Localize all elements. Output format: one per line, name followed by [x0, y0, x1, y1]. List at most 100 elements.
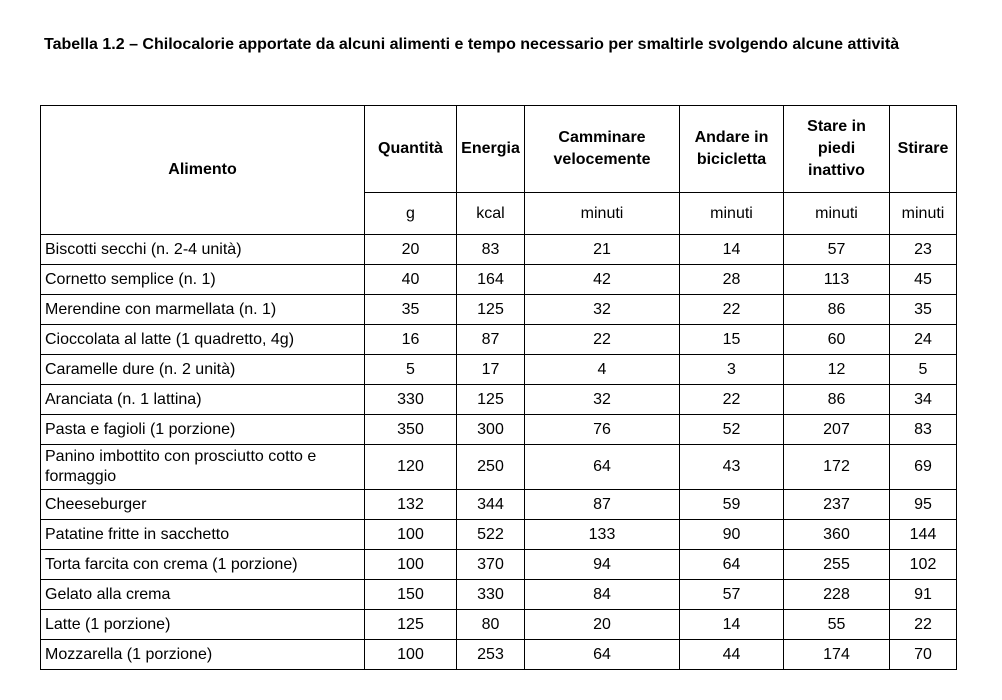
food-name-cell: Patatine fritte in sacchetto — [40, 519, 365, 550]
value-cell: 300 — [456, 414, 525, 445]
value-cell: 15 — [679, 324, 784, 355]
value-cell: 250 — [456, 444, 525, 490]
value-cell: 42 — [524, 264, 680, 295]
value-cell: 125 — [364, 609, 457, 640]
value-cell: 43 — [679, 444, 784, 490]
value-cell: 360 — [783, 519, 890, 550]
value-cell: 64 — [524, 639, 680, 670]
value-cell: 22 — [524, 324, 680, 355]
value-cell: 32 — [524, 384, 680, 415]
header-row: Alimento Quantità Energia Camminare velo… — [40, 105, 957, 235]
value-cell: 86 — [783, 384, 890, 415]
value-cell: 144 — [889, 519, 957, 550]
value-cell: 102 — [889, 549, 957, 580]
value-cell: 35 — [364, 294, 457, 325]
food-name-cell: Biscotti secchi (n. 2-4 unità) — [40, 234, 365, 265]
table-row: Merendine con marmellata (n. 1) 35 125 32 22… — [40, 294, 957, 325]
unit-cell: minuti — [783, 192, 890, 235]
value-cell: 20 — [364, 234, 457, 265]
unit-cell: g — [364, 192, 457, 235]
unit-cell: minuti — [889, 192, 957, 235]
table-row: Aranciata (n. 1 lattina) 330 125 32 22 86 34 — [40, 384, 957, 415]
value-cell: 4 — [524, 354, 680, 385]
food-name-cell: Torta farcita con crema (1 porzione) — [40, 549, 365, 580]
value-cell: 40 — [364, 264, 457, 295]
value-cell: 22 — [679, 384, 784, 415]
value-cell: 125 — [456, 294, 525, 325]
table-row: Panino imbottito con prosciutto cotto e … — [40, 444, 957, 490]
food-name-cell: Aranciata (n. 1 lattina) — [40, 384, 365, 415]
value-cell: 133 — [524, 519, 680, 550]
table-row: Caramelle dure (n. 2 unità) 5 17 4 3 12 5 — [40, 354, 957, 385]
value-cell: 91 — [889, 579, 957, 610]
table-row: Pasta e fagioli (1 porzione) 350 300 76 52 20… — [40, 414, 957, 445]
value-cell: 100 — [364, 519, 457, 550]
value-cell: 69 — [889, 444, 957, 490]
value-cell: 23 — [889, 234, 957, 265]
value-cell: 344 — [456, 489, 525, 520]
table-row: Patatine fritte in sacchetto 100 522 133 90 3… — [40, 519, 957, 550]
value-cell: 237 — [783, 489, 890, 520]
value-cell: 132 — [364, 489, 457, 520]
table-row: Latte (1 porzione) 125 80 20 14 55 22 — [40, 609, 957, 640]
value-cell: 22 — [889, 609, 957, 640]
value-cell: 83 — [456, 234, 525, 265]
value-cell: 5 — [364, 354, 457, 385]
value-cell: 113 — [783, 264, 890, 295]
food-name-cell: Panino imbottito con prosciutto cotto e … — [40, 444, 365, 490]
value-cell: 20 — [524, 609, 680, 640]
value-cell: 255 — [783, 549, 890, 580]
food-name-cell: Latte (1 porzione) — [40, 609, 365, 640]
table-row: Mozzarella (1 porzione) 100 253 64 44 174 70 — [40, 639, 957, 670]
value-cell: 22 — [679, 294, 784, 325]
table-row: Cheeseburger 132 344 87 59 237 95 — [40, 489, 957, 520]
table-body: Biscotti secchi (n. 2-4 unità) 20 83 21 14 57… — [40, 234, 957, 670]
table-caption: Tabella 1.2 – Chilocalorie apportate da … — [44, 36, 900, 53]
value-cell: 55 — [783, 609, 890, 640]
value-cell: 100 — [364, 549, 457, 580]
value-cell: 174 — [783, 639, 890, 670]
value-cell: 350 — [364, 414, 457, 445]
value-cell: 83 — [889, 414, 957, 445]
food-name-cell: Pasta e fagioli (1 porzione) — [40, 414, 365, 445]
value-cell: 80 — [456, 609, 525, 640]
value-cell: 14 — [679, 234, 784, 265]
value-cell: 16 — [364, 324, 457, 355]
value-cell: 94 — [524, 549, 680, 580]
value-cell: 90 — [679, 519, 784, 550]
value-cell: 5 — [889, 354, 957, 385]
value-cell: 330 — [364, 384, 457, 415]
value-cell: 70 — [889, 639, 957, 670]
value-cell: 57 — [783, 234, 890, 265]
table-row: Cioccolata al latte (1 quadretto, 4g) 16 8… — [40, 324, 957, 355]
column-header-camminare: Camminare velocemente — [524, 105, 680, 193]
value-cell: 45 — [889, 264, 957, 295]
value-cell: 24 — [889, 324, 957, 355]
value-cell: 370 — [456, 549, 525, 580]
table-row: Biscotti secchi (n. 2-4 unità) 20 83 21 14 57… — [40, 234, 957, 265]
value-cell: 35 — [889, 294, 957, 325]
value-cell: 76 — [524, 414, 680, 445]
column-header-stare-in-piedi: Stare in piedi inattivo — [783, 105, 890, 193]
value-cell: 100 — [364, 639, 457, 670]
value-cell: 3 — [679, 354, 784, 385]
value-cell: 28 — [679, 264, 784, 295]
value-cell: 44 — [679, 639, 784, 670]
food-name-cell: Cioccolata al latte (1 quadretto, 4g) — [40, 324, 365, 355]
unit-cell: kcal — [456, 192, 525, 235]
table-row: Cornetto semplice (n. 1) 40 164 42 28 113 45 — [40, 264, 957, 295]
table-row: Torta farcita con crema (1 porzione) 100 3… — [40, 549, 957, 580]
calories-table: Alimento Quantità Energia Camminare velo… — [40, 105, 957, 670]
food-name-cell: Gelato alla crema — [40, 579, 365, 610]
column-header-energia: Energia — [456, 105, 525, 193]
table-row: Gelato alla crema 150 330 84 57 228 91 — [40, 579, 957, 610]
value-cell: 522 — [456, 519, 525, 550]
value-cell: 60 — [783, 324, 890, 355]
value-cell: 330 — [456, 579, 525, 610]
value-cell: 125 — [456, 384, 525, 415]
food-name-cell: Cornetto semplice (n. 1) — [40, 264, 365, 295]
value-cell: 57 — [679, 579, 784, 610]
value-cell: 34 — [889, 384, 957, 415]
column-header-quantita: Quantità — [364, 105, 457, 193]
value-cell: 253 — [456, 639, 525, 670]
